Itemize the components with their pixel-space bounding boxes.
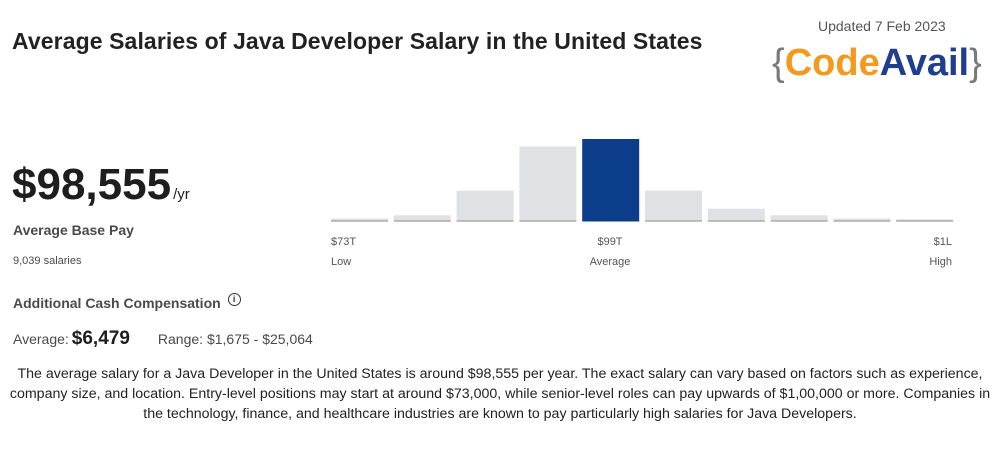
additional-cash-row: Average: $6,479 Range: $1,675 - $25,064 bbox=[13, 328, 313, 350]
info-icon[interactable]: i bbox=[227, 292, 241, 306]
additional-cash-label: Additional Cash Compensation bbox=[13, 295, 221, 311]
tick-label-average-value: $99T bbox=[597, 236, 622, 248]
salary-count: 9,039 salaries bbox=[13, 255, 82, 267]
range-text: Range: $1,675 - $25,064 bbox=[157, 331, 313, 347]
tick-label-high-value: $1L bbox=[934, 236, 952, 248]
tick-label-low-value: $73T bbox=[331, 236, 356, 248]
average-value: $6,479 bbox=[71, 328, 130, 349]
average-label: Average: bbox=[13, 331, 69, 347]
description-paragraph: The average salary for a Java Developer … bbox=[9, 366, 991, 422]
histogram-bar bbox=[456, 190, 514, 221]
histogram-bar bbox=[519, 146, 577, 221]
tick-label-average-caption: Average bbox=[590, 256, 631, 268]
salary-histogram: $73T Low $99T Average $1L High bbox=[331, 139, 954, 268]
logo-code-text: Code bbox=[784, 42, 880, 84]
page-title: Average Salaries of Java Developer Salar… bbox=[12, 28, 703, 54]
logo-brace-close: } bbox=[969, 42, 982, 84]
histogram-bar bbox=[393, 215, 451, 221]
logo-avail-text: Avail bbox=[879, 42, 970, 84]
logo-brace-open: { bbox=[772, 42, 785, 84]
base-pay-unit: /yr bbox=[173, 186, 190, 203]
tick-label-high-caption: High bbox=[929, 256, 952, 268]
histogram-bar bbox=[707, 208, 765, 221]
histogram-bar bbox=[896, 219, 954, 221]
average-base-pay-amount: $98,555/yr bbox=[12, 160, 190, 210]
base-pay-value: $98,555 bbox=[12, 160, 172, 209]
additional-cash-heading: Additional Cash Compensation i bbox=[13, 292, 241, 311]
histogram-bar bbox=[833, 218, 891, 221]
codeavail-logo: {CodeAvail} bbox=[772, 38, 994, 88]
histogram-bar bbox=[770, 215, 828, 221]
updated-date: Updated 7 Feb 2023 bbox=[818, 18, 946, 34]
histogram-bar bbox=[331, 218, 388, 221]
histogram-bar-average bbox=[582, 139, 640, 221]
tick-label-low-caption: Low bbox=[331, 256, 351, 268]
histogram-bar bbox=[645, 190, 702, 221]
base-pay-label: Average Base Pay bbox=[13, 222, 134, 238]
